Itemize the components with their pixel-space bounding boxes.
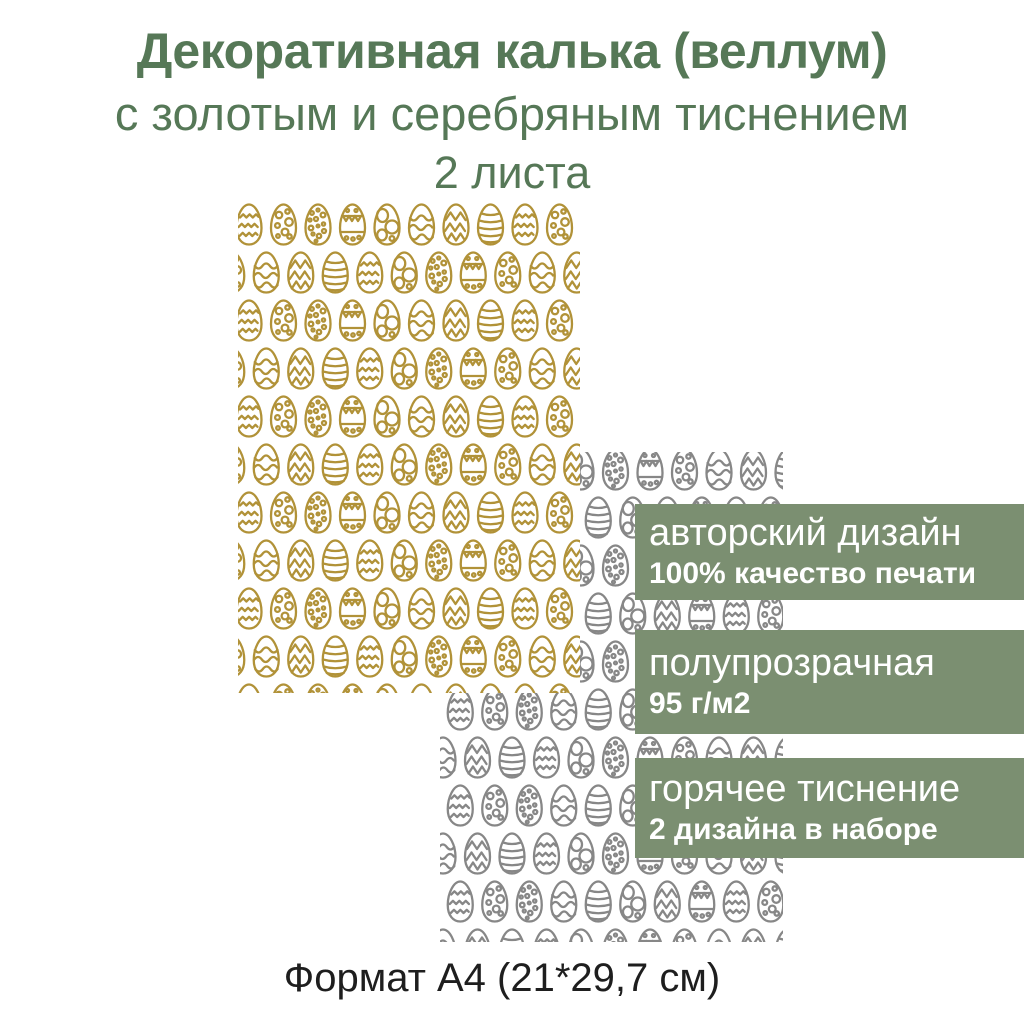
feature-banner-foil-line1: горячее тиснение — [649, 767, 961, 810]
feature-banner-design-line2: 100% качество печати — [649, 556, 977, 590]
product-title-line2: с золотым и серебряным тиснением — [114, 87, 910, 140]
feature-banner-paper-line2: 95 г/м2 — [649, 686, 751, 720]
gold-vellum-sheet-image — [238, 203, 580, 693]
feature-banner-design: авторский дизайн 100% качество печати — [635, 504, 1024, 600]
feature-banner-paper-line1: полупрозрачная — [649, 641, 935, 684]
product-title-line3: 2 листа — [433, 146, 591, 198]
feature-banner-foil-line2: 2 дизайна в наборе — [649, 812, 938, 846]
product-title: Декоративная калька (веллум) с золотым и… — [0, 22, 1024, 199]
feature-banner-paper: полупрозрачная 95 г/м2 — [635, 630, 1024, 734]
product-title-line1: Декоративная калька (веллум) — [136, 23, 888, 79]
format-note: Формат А4 (21*29,7 см) — [283, 956, 721, 1000]
feature-banner-foil: горячее тиснение 2 дизайна в наборе — [635, 758, 1024, 858]
feature-banner-design-line1: авторский дизайн — [649, 511, 962, 554]
